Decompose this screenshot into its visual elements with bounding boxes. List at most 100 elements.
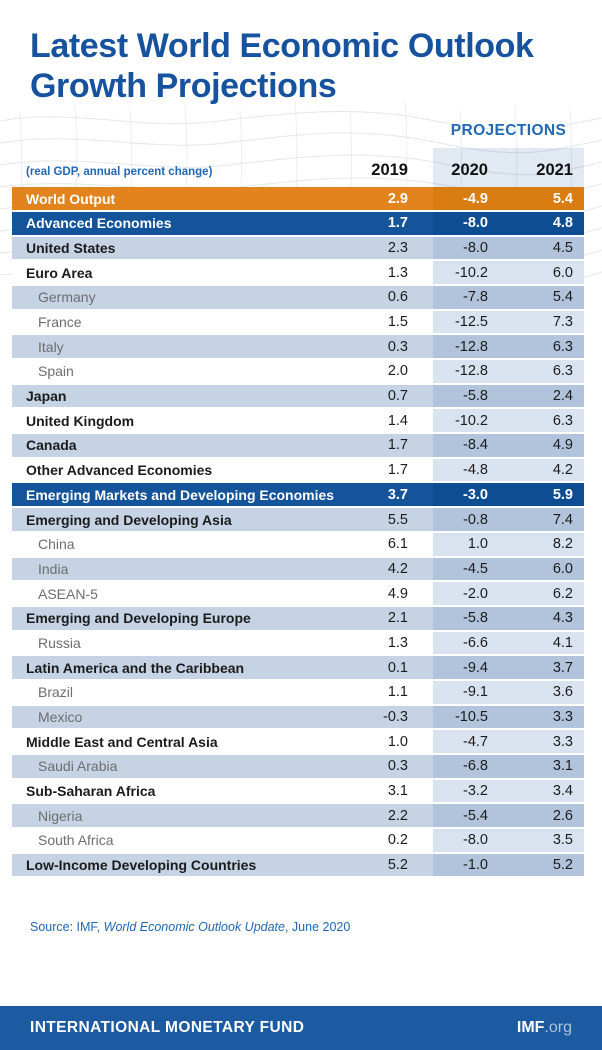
table-row: Saudi Arabia 0.3 -6.8 3.1 — [12, 755, 584, 780]
row-value-2021: 6.0 — [508, 557, 584, 581]
row-label: Emerging and Developing Europe — [26, 610, 251, 627]
footer-bar: INTERNATIONAL MONETARY FUND IMF.org — [0, 1006, 602, 1050]
row-value-2019: 0.7 — [387, 388, 408, 405]
row-label: Sub-Saharan Africa — [26, 783, 156, 800]
row-value-2020: -2.0 — [433, 582, 508, 605]
column-header-row: (real GDP, annual percent change) 2019 2… — [12, 148, 584, 188]
row-value-2019: 3.7 — [387, 486, 408, 503]
row-label: Mexico — [38, 709, 83, 725]
table-row: Advanced Economies 1.7 -8.0 4.8 — [12, 211, 584, 237]
table-row: France 1.5 -12.5 7.3 — [12, 310, 584, 336]
row-value-2019: 2.3 — [387, 239, 408, 256]
row-label: Saudi Arabia — [38, 758, 118, 775]
table-row: Russia 1.3 -6.6 4.1 — [12, 631, 584, 657]
table-row: Emerging Markets and Developing Economie… — [12, 483, 584, 509]
page-title: Latest World Economic Outlook Growth Pro… — [30, 26, 572, 106]
row-label: Latin America and the Caribbean — [26, 659, 245, 676]
row-label: World Output — [26, 190, 116, 207]
row-value-2020: -4.7 — [433, 730, 508, 754]
table-row: Middle East and Central Asia 1.0 -4.7 3.3 — [12, 730, 584, 756]
row-value-2021: 5.4 — [508, 285, 584, 309]
row-value-2019: 6.1 — [387, 536, 408, 553]
source-note: Source: IMF, World Economic Outlook Upda… — [30, 920, 572, 934]
row-label: United States — [26, 239, 116, 256]
row-value-2020: 1.0 — [433, 532, 508, 556]
row-value-2021: 6.0 — [508, 261, 584, 284]
row-value-2019: 1.0 — [387, 733, 408, 750]
row-value-2020: -6.6 — [433, 631, 508, 655]
table-row: Nigeria 2.2 -5.4 2.6 — [12, 804, 584, 830]
column-header-2019: 2019 — [371, 161, 408, 180]
page-title-line2: Growth Projections — [30, 67, 337, 106]
imf-org-wordmark: IMF.org — [517, 1019, 572, 1037]
row-value-2020: -9.1 — [433, 680, 508, 704]
row-value-2020: -12.8 — [433, 335, 508, 359]
row-value-2019: 2.0 — [387, 363, 408, 380]
row-value-2019: 4.2 — [387, 560, 408, 577]
row-label: China — [38, 536, 75, 553]
source-prefix: Source: IMF, — [30, 920, 104, 935]
row-label: South Africa — [38, 832, 114, 849]
source-work-title: World Economic Outlook Update — [103, 920, 285, 935]
table-row: China 6.1 1.0 8.2 — [12, 532, 584, 558]
row-value-2021: 5.2 — [508, 853, 584, 877]
unit-label: (real GDP, annual percent change) — [26, 166, 213, 179]
imf-org-bold: IMF — [516, 1019, 545, 1036]
row-value-2019: 0.1 — [387, 659, 408, 676]
row-value-2020: -3.2 — [433, 779, 508, 803]
row-value-2020: -6.8 — [433, 755, 508, 778]
row-value-2020: -10.2 — [433, 409, 508, 433]
row-value-2019: 0.3 — [387, 758, 408, 775]
table-row: Latin America and the Caribbean 0.1 -9.4 3.… — [12, 656, 584, 681]
row-value-2021: 6.3 — [508, 360, 584, 383]
row-value-2020: -5.8 — [433, 606, 508, 630]
row-value-2020: -10.2 — [433, 261, 508, 284]
row-value-2020: -7.8 — [433, 285, 508, 309]
projections-header-row: PROJECTIONS — [12, 122, 584, 141]
row-value-2021: 4.3 — [508, 606, 584, 630]
row-label: Brazil — [38, 684, 74, 701]
row-label: Emerging and Developing Asia — [26, 511, 232, 528]
row-value-2021: 3.7 — [508, 656, 584, 679]
row-value-2020: -12.5 — [433, 310, 508, 334]
row-value-2019: 1.7 — [387, 437, 408, 454]
row-label: Germany — [38, 289, 96, 306]
table-row: Brazil 1.1 -9.1 3.6 — [12, 680, 584, 706]
row-label: Nigeria — [38, 807, 83, 824]
table-row: Emerging and Developing Europe 2.1 -5.8 4.3 — [12, 606, 584, 632]
infographic-page: Latest World Economic Outlook Growth Pro… — [0, 26, 602, 1050]
row-value-2021: 3.6 — [508, 680, 584, 704]
row-label: Euro Area — [26, 264, 93, 281]
row-label: Japan — [26, 388, 67, 405]
row-value-2021: 7.4 — [508, 508, 584, 531]
row-value-2019: 0.3 — [387, 338, 408, 355]
row-value-2020: -9.4 — [433, 656, 508, 679]
table-row: Spain 2.0 -12.8 6.3 — [12, 360, 584, 385]
column-header-2021: 2021 — [536, 161, 573, 180]
footer-org-name: INTERNATIONAL MONETARY FUND — [30, 1019, 305, 1036]
growth-table: PROJECTIONS (real GDP, annual percent ch… — [12, 122, 584, 879]
row-value-2020: -3.0 — [433, 483, 508, 507]
row-value-2019: 1.3 — [387, 634, 408, 651]
row-value-2021: 3.3 — [508, 730, 584, 754]
row-value-2020: -8.0 — [433, 236, 508, 260]
row-value-2021: 3.5 — [508, 829, 584, 852]
row-value-2020: -8.0 — [433, 829, 508, 852]
table-body: World Output 2.9 -4.9 5.4 Advanced Economies… — [12, 187, 584, 879]
table-row: Euro Area 1.3 -10.2 6.0 — [12, 261, 584, 286]
row-label: United Kingdom — [26, 412, 135, 429]
row-value-2021: 7.3 — [508, 310, 584, 334]
row-value-2019: 0.2 — [387, 832, 408, 849]
row-label: Middle East and Central Asia — [26, 733, 218, 750]
row-value-2020: -4.9 — [433, 187, 508, 210]
row-value-2020: -4.8 — [433, 458, 508, 482]
imf-org-rest: .org — [544, 1019, 572, 1036]
row-value-2021: 4.2 — [508, 458, 584, 482]
row-value-2021: 6.2 — [508, 582, 584, 605]
source-suffix: , June 2020 — [284, 920, 351, 935]
row-label: Italy — [38, 338, 64, 355]
row-value-2019: 3.1 — [387, 783, 408, 800]
row-value-2020: -8.4 — [433, 434, 508, 457]
row-label: Spain — [38, 363, 74, 380]
row-value-2021: 4.9 — [508, 434, 584, 457]
